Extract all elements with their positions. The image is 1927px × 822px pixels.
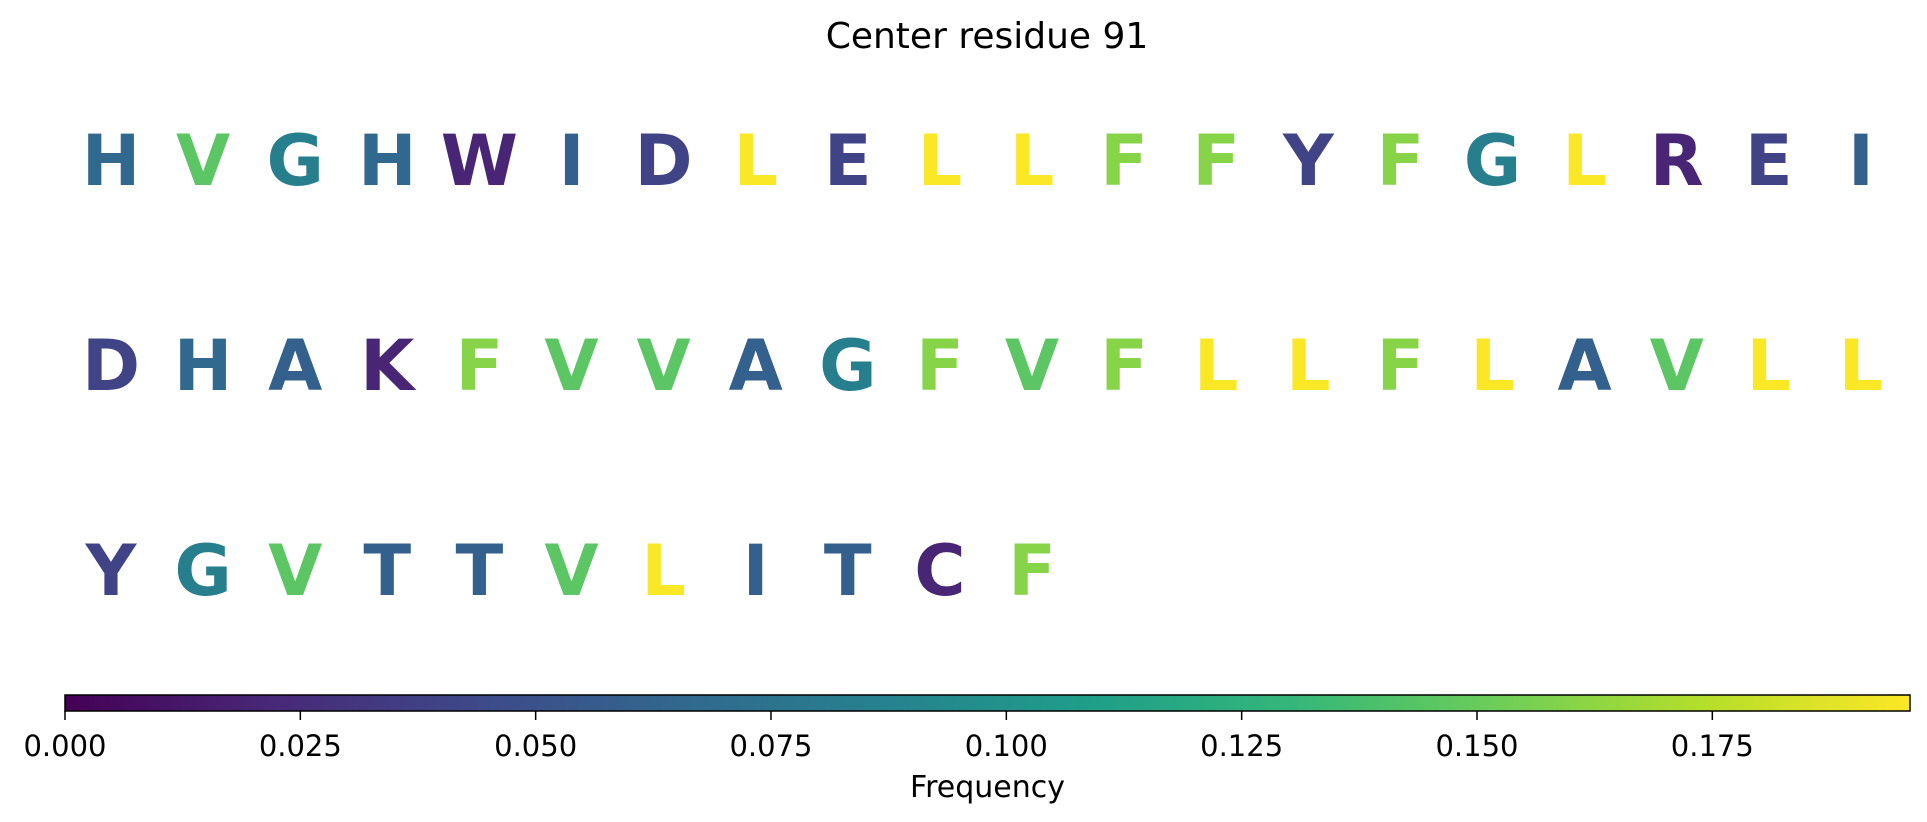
residue-letter: I bbox=[1848, 120, 1874, 202]
residue-letter: L bbox=[1746, 325, 1791, 407]
residue-letter: F bbox=[916, 325, 964, 407]
residue-letter: A bbox=[1558, 325, 1612, 407]
residue-letter: L bbox=[918, 120, 963, 202]
residue-letter: H bbox=[358, 120, 417, 202]
residue-letter: L bbox=[641, 530, 686, 612]
residue-letter: L bbox=[1010, 120, 1055, 202]
residue-letter: T bbox=[363, 530, 411, 612]
colorbar-tick-label: 0.175 bbox=[1671, 729, 1754, 763]
colorbar-tick-label: 0.050 bbox=[494, 729, 577, 763]
colorbar-tick-label: 0.075 bbox=[729, 729, 812, 763]
residue-letter: V bbox=[544, 530, 598, 612]
residue-letter: V bbox=[268, 530, 322, 612]
residue-letter: A bbox=[268, 325, 322, 407]
residue-letter: F bbox=[455, 325, 503, 407]
residue-letter: K bbox=[360, 325, 417, 407]
residue-letter: A bbox=[729, 325, 783, 407]
residue-letter: G bbox=[174, 530, 231, 612]
residue-letter: T bbox=[456, 530, 504, 612]
residue-letter: F bbox=[1192, 120, 1240, 202]
residue-letter: F bbox=[1376, 120, 1424, 202]
chart-title: Center residue 91 bbox=[826, 16, 1149, 57]
residue-letter: C bbox=[914, 530, 965, 612]
residue-letter: F bbox=[1100, 120, 1148, 202]
residue-letter: L bbox=[1286, 325, 1331, 407]
residue-letter: F bbox=[1376, 325, 1424, 407]
colorbar bbox=[64, 694, 1911, 712]
residue-letter: G bbox=[266, 120, 323, 202]
residue-grid: H V G H W I D L E L L F F Y F G L R E ID H A K F V V A G F V F L L F L A V L L… bbox=[82, 120, 1884, 612]
residue-letter: W bbox=[441, 120, 518, 202]
residue-letter: F bbox=[1008, 530, 1056, 612]
residue-letter: V bbox=[176, 120, 230, 202]
residue-letter: V bbox=[544, 325, 598, 407]
residue-letter: D bbox=[635, 120, 693, 202]
residue-letter: F bbox=[1100, 325, 1148, 407]
colorbar-tick-label: 0.125 bbox=[1200, 729, 1283, 763]
residue-letter: I bbox=[558, 120, 584, 202]
residue-letter: R bbox=[1650, 120, 1704, 202]
residue-letter: Y bbox=[1282, 120, 1335, 202]
residue-letter: D bbox=[82, 325, 140, 407]
residue-letter: V bbox=[1005, 325, 1059, 407]
colorbar-ticks: 0.000 0.025 0.050 0.075 0.100 0.125 0.150 0.175 bbox=[23, 711, 1754, 763]
residue-letter: H bbox=[82, 120, 141, 202]
colorbar-label: Frequency bbox=[910, 770, 1065, 805]
colorbar-tick-label: 0.000 bbox=[23, 729, 106, 763]
residue-letter: G bbox=[1464, 120, 1521, 202]
residue-letter: G bbox=[819, 325, 876, 407]
residue-letter: Y bbox=[85, 530, 138, 612]
residue-letter: L bbox=[1194, 325, 1239, 407]
residue-letter: V bbox=[637, 325, 691, 407]
colorbar-tick-label: 0.150 bbox=[1435, 729, 1518, 763]
residue-letter: L bbox=[733, 120, 778, 202]
residue-letter: L bbox=[1562, 120, 1607, 202]
residue-letter: I bbox=[743, 530, 769, 612]
residue-letter: E bbox=[1745, 120, 1793, 202]
residue-letter: H bbox=[174, 325, 233, 407]
residue-letter: L bbox=[1470, 325, 1515, 407]
residue-letter: V bbox=[1650, 325, 1704, 407]
residue-letter: L bbox=[1839, 325, 1884, 407]
colorbar-tick-label: 0.100 bbox=[965, 729, 1048, 763]
residue-letter: E bbox=[824, 120, 872, 202]
colorbar-tick-label: 0.025 bbox=[259, 729, 342, 763]
residue-letter: T bbox=[824, 530, 872, 612]
